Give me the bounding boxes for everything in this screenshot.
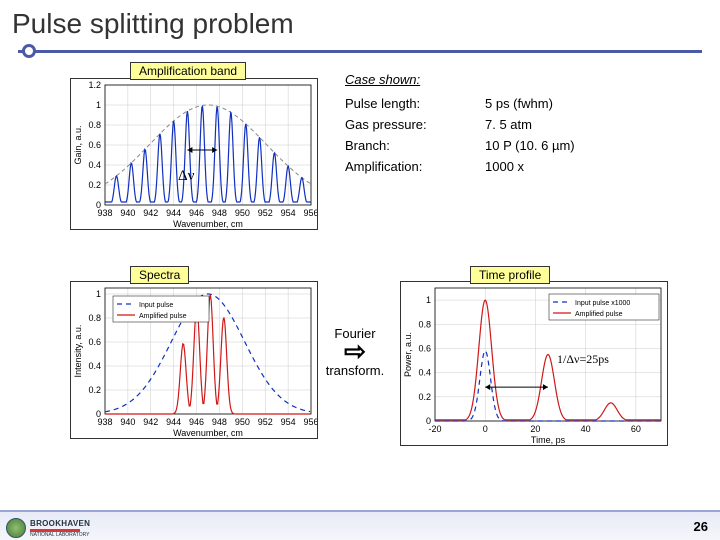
fourier-bot: transform. [322,363,388,378]
svg-text:0: 0 [483,424,488,434]
case-key: Gas pressure: [345,114,485,135]
svg-text:956: 956 [303,208,317,218]
svg-text:0.6: 0.6 [88,337,101,347]
svg-text:0.6: 0.6 [418,343,431,353]
svg-text:950: 950 [235,417,250,427]
svg-text:944: 944 [166,417,181,427]
page-title: Pulse splitting problem [12,8,708,40]
svg-text:954: 954 [281,417,296,427]
svg-text:40: 40 [581,424,591,434]
svg-text:0: 0 [96,200,101,210]
content-area: Amplification band 938940942944946948950… [0,56,720,496]
svg-text:0.2: 0.2 [418,392,431,402]
svg-text:944: 944 [166,208,181,218]
case-val: 7. 5 atm [485,114,575,135]
lab-sub: NATIONAL LABORATORY [30,532,90,538]
case-val: 1000 x [485,156,575,177]
svg-text:948: 948 [212,208,227,218]
case-heading: Case shown: [345,72,575,87]
svg-text:Wavenumber, cm: Wavenumber, cm [173,428,243,438]
label-spectra: Spectra [130,266,189,284]
svg-text:940: 940 [120,208,135,218]
svg-text:954: 954 [281,208,296,218]
case-key: Branch: [345,135,485,156]
case-val: 5 ps (fwhm) [485,93,575,114]
svg-text:20: 20 [530,424,540,434]
svg-text:948: 948 [212,417,227,427]
svg-text:0.4: 0.4 [88,160,101,170]
label-amp-band: Amplification band [130,62,246,80]
svg-text:Power, a.u.: Power, a.u. [403,332,413,377]
svg-text:1: 1 [96,289,101,299]
label-one-over-dnu: 1/Δν=25ps [557,352,609,367]
case-key: Amplification: [345,156,485,177]
svg-text:942: 942 [143,417,158,427]
svg-text:Amplified pulse: Amplified pulse [575,311,623,318]
svg-text:1: 1 [96,100,101,110]
svg-text:952: 952 [258,417,273,427]
svg-text:Time, ps: Time, ps [531,435,566,445]
label-time-profile: Time profile [470,266,550,284]
lab-name: BROOKHAVEN [30,519,90,528]
chart-spectra: 93894094294494694895095295495600.20.40.6… [70,281,318,439]
svg-text:1: 1 [426,295,431,305]
fourier-label: Fourier ⇨ transform. [322,326,388,378]
svg-text:0: 0 [426,416,431,426]
svg-text:Input pulse x1000: Input pulse x1000 [575,300,630,307]
page-number: 26 [694,519,708,534]
chart-amplification-band: 93894094294494694895095295495600.20.40.6… [70,78,318,230]
svg-text:0.4: 0.4 [418,368,431,378]
arrow-right-icon: ⇨ [344,341,366,361]
svg-text:0.6: 0.6 [88,140,101,150]
footer: BROOKHAVEN NATIONAL LABORATORY 26 [0,510,720,540]
svg-text:0: 0 [96,409,101,419]
title-rule [12,44,708,56]
svg-text:0.4: 0.4 [88,361,101,371]
svg-text:Input pulse: Input pulse [139,302,173,309]
svg-text:0.8: 0.8 [88,313,101,323]
svg-text:952: 952 [258,208,273,218]
svg-text:0.8: 0.8 [418,319,431,329]
svg-text:940: 940 [120,417,135,427]
svg-text:Amplified pulse: Amplified pulse [139,313,187,320]
svg-text:950: 950 [235,208,250,218]
svg-text:956: 956 [303,417,317,427]
svg-text:946: 946 [189,208,204,218]
svg-text:Wavenumber, cm: Wavenumber, cm [173,219,243,229]
svg-text:946: 946 [189,417,204,427]
svg-text:1.2: 1.2 [88,80,101,90]
svg-text:Gain, a.u.: Gain, a.u. [73,125,83,164]
svg-text:0.8: 0.8 [88,120,101,130]
chart-time-profile: -20020406000.20.40.60.81Time, psPower, a… [400,281,668,446]
svg-text:Intensity, a.u.: Intensity, a.u. [73,325,83,378]
lab-logo: BROOKHAVEN NATIONAL LABORATORY [6,518,90,538]
label-delta-nu: Δν [178,168,194,185]
svg-text:0.2: 0.2 [88,385,101,395]
svg-text:0.2: 0.2 [88,180,101,190]
case-table: Case shown: Pulse length:5 ps (fwhm)Gas … [345,72,575,177]
svg-text:60: 60 [631,424,641,434]
case-key: Pulse length: [345,93,485,114]
seal-icon [6,518,26,538]
case-val: 10 P (10. 6 µm) [485,135,575,156]
svg-text:942: 942 [143,208,158,218]
